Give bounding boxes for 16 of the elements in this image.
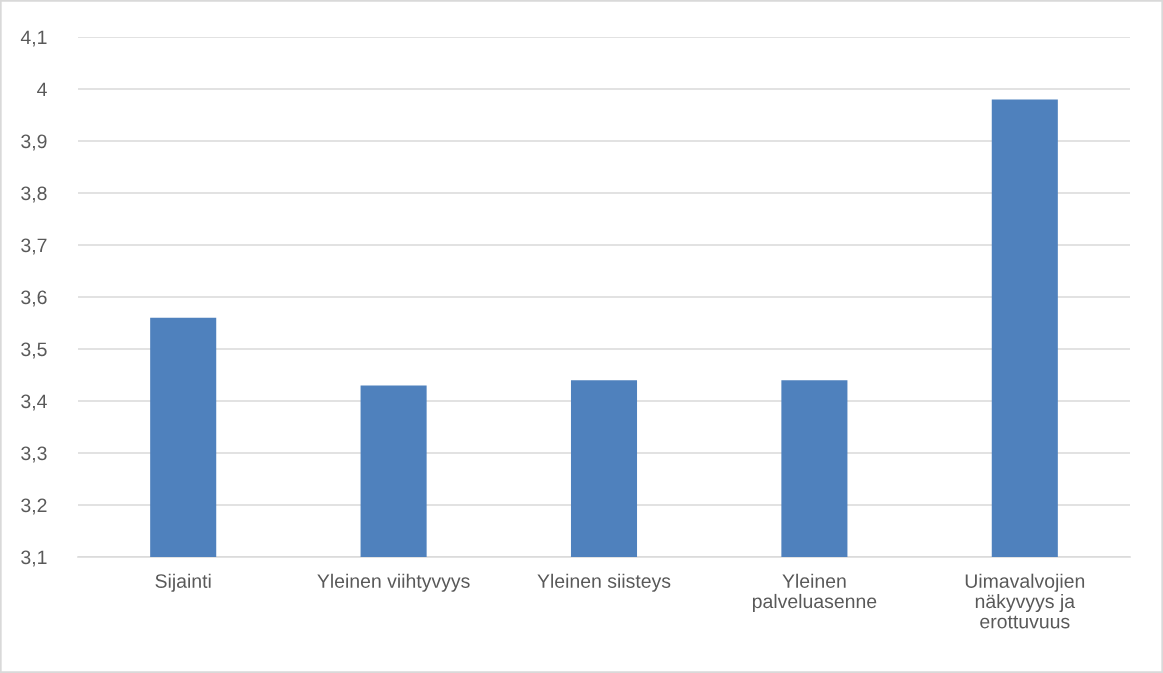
x-tick-label: Yleinen siisteys: [537, 573, 671, 592]
y-tick-label: 3,9: [21, 134, 47, 151]
y-tick-label: 3,8: [21, 186, 47, 203]
x-tick-label: Sijainti: [155, 573, 211, 592]
y-tick-label: 3,1: [21, 550, 47, 567]
y-tick-label: 3,7: [21, 238, 47, 255]
y-tick-label: 3,6: [21, 290, 47, 307]
y-tick-label: 4: [37, 82, 47, 97]
x-tick-label: Uimavalvojien näkyvyys ja erottuvuus: [965, 573, 1085, 629]
y-tick-label: 3,3: [21, 446, 47, 463]
y-tick-label: 3,2: [21, 498, 47, 515]
x-tick-label: Yleinen palveluasenne: [752, 573, 877, 613]
x-tick-label: Yleinen viihtyvyys: [317, 573, 470, 592]
y-tick-label: 4,1: [20, 30, 47, 47]
y-tick-label: 3,5: [21, 342, 47, 359]
y-tick-label: 3,4: [21, 394, 47, 411]
